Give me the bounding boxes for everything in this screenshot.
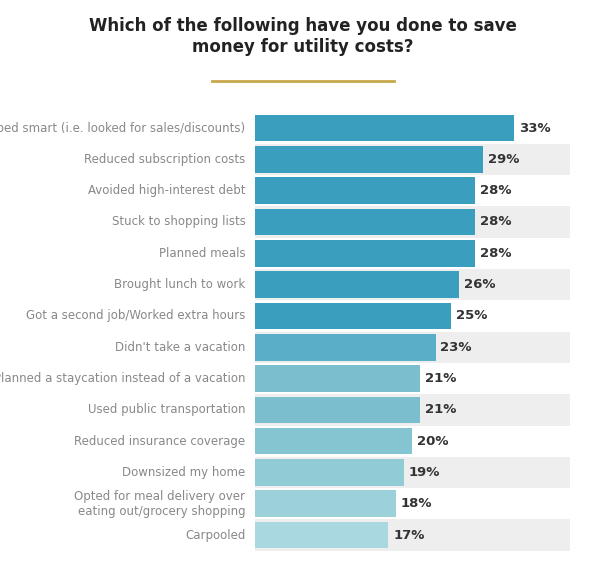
Text: Avoided high-interest debt: Avoided high-interest debt <box>88 184 245 197</box>
Bar <box>255 300 570 332</box>
Text: 26%: 26% <box>464 278 496 291</box>
Text: Stuck to shopping lists: Stuck to shopping lists <box>112 215 245 229</box>
Bar <box>255 269 570 300</box>
Bar <box>255 334 436 361</box>
Bar <box>255 365 420 392</box>
Text: Downsized my home: Downsized my home <box>122 466 245 479</box>
Text: Opted for meal delivery over
eating out/grocery shopping: Opted for meal delivery over eating out/… <box>75 490 245 518</box>
Bar <box>255 146 483 173</box>
Text: 28%: 28% <box>480 247 511 260</box>
Text: 28%: 28% <box>480 184 511 197</box>
Bar <box>255 206 570 238</box>
Text: Carpooled: Carpooled <box>185 529 245 542</box>
Text: 25%: 25% <box>456 310 488 323</box>
Text: 21%: 21% <box>425 404 456 416</box>
Bar <box>255 519 570 551</box>
Text: Which of the following have you done to save
money for utility costs?: Which of the following have you done to … <box>89 17 517 56</box>
Bar <box>255 491 396 517</box>
Bar <box>255 332 570 363</box>
Text: Shopped smart (i.e. looked for sales/discounts): Shopped smart (i.e. looked for sales/dis… <box>0 121 245 134</box>
Text: Planned a staycation instead of a vacation: Planned a staycation instead of a vacati… <box>0 372 245 385</box>
Text: Reduced subscription costs: Reduced subscription costs <box>84 153 245 166</box>
Text: 29%: 29% <box>488 153 519 166</box>
Text: 28%: 28% <box>480 215 511 229</box>
Text: Got a second job/Worked extra hours: Got a second job/Worked extra hours <box>26 310 245 323</box>
Bar <box>255 522 388 549</box>
Bar <box>255 488 570 519</box>
Bar <box>255 112 570 144</box>
Bar <box>255 425 570 457</box>
Bar <box>255 238 570 269</box>
Text: 21%: 21% <box>425 372 456 385</box>
Text: Brought lunch to work: Brought lunch to work <box>114 278 245 291</box>
Text: Didn't take a vacation: Didn't take a vacation <box>115 341 245 353</box>
Bar <box>255 209 475 235</box>
Bar <box>255 428 412 455</box>
Bar <box>255 115 514 142</box>
Bar <box>255 459 404 486</box>
Bar <box>255 175 570 206</box>
Text: 20%: 20% <box>417 434 448 448</box>
Text: 19%: 19% <box>409 466 441 479</box>
Text: Planned meals: Planned meals <box>159 247 245 260</box>
Bar <box>255 457 570 488</box>
Text: 17%: 17% <box>393 529 425 542</box>
Text: Reduced insurance coverage: Reduced insurance coverage <box>75 434 245 448</box>
Bar <box>255 271 459 298</box>
Bar <box>255 178 475 204</box>
Text: 33%: 33% <box>519 121 551 134</box>
Text: Used public transportation: Used public transportation <box>88 404 245 416</box>
Bar <box>255 394 570 425</box>
Text: 23%: 23% <box>441 341 472 353</box>
Bar <box>255 302 451 329</box>
Text: 18%: 18% <box>401 497 433 510</box>
Bar <box>255 363 570 394</box>
Bar <box>255 397 420 423</box>
Bar <box>255 144 570 175</box>
Bar <box>255 240 475 266</box>
